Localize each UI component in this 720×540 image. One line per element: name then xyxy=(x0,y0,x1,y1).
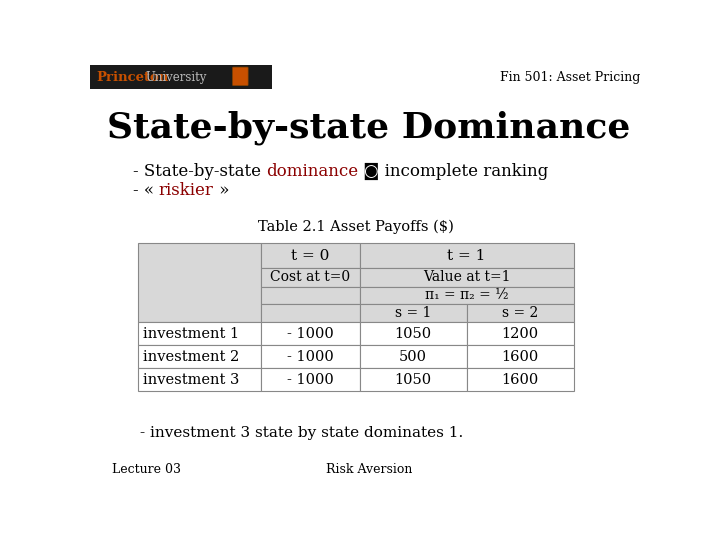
Text: »: » xyxy=(214,182,229,199)
Bar xyxy=(360,345,467,368)
Text: investment 3: investment 3 xyxy=(143,373,239,387)
Text: - State-by-state: - State-by-state xyxy=(132,163,266,180)
Bar xyxy=(360,303,467,322)
Bar xyxy=(261,368,360,392)
Bar xyxy=(90,65,272,90)
FancyBboxPatch shape xyxy=(233,67,248,85)
Bar xyxy=(360,287,574,303)
Text: University: University xyxy=(145,71,207,84)
Bar xyxy=(138,368,261,392)
Text: Fin 501: Asset Pricing: Fin 501: Asset Pricing xyxy=(500,71,640,84)
Bar xyxy=(360,268,574,287)
Text: t = 0: t = 0 xyxy=(291,249,329,263)
Text: Value at t=1: Value at t=1 xyxy=(423,271,510,285)
Bar xyxy=(467,368,574,392)
Bar xyxy=(261,303,360,322)
Text: investment 2: investment 2 xyxy=(143,349,239,363)
Text: s = 2: s = 2 xyxy=(502,306,539,320)
Bar xyxy=(360,368,467,392)
Bar xyxy=(261,322,360,345)
Bar xyxy=(467,345,574,368)
Bar xyxy=(138,345,261,368)
Text: 1050: 1050 xyxy=(395,373,432,387)
Bar xyxy=(138,244,261,322)
Text: ◙ incomplete ranking: ◙ incomplete ranking xyxy=(358,163,548,180)
Text: Cost at t=0: Cost at t=0 xyxy=(270,271,350,285)
Bar xyxy=(261,345,360,368)
Text: s = 1: s = 1 xyxy=(395,306,431,320)
Bar xyxy=(467,303,574,322)
Bar xyxy=(261,287,360,303)
Text: investment 1: investment 1 xyxy=(143,327,239,341)
Text: 1200: 1200 xyxy=(502,327,539,341)
Bar xyxy=(360,322,467,345)
Bar xyxy=(467,322,574,345)
Text: Lecture 03: Lecture 03 xyxy=(112,463,181,476)
Bar xyxy=(360,244,574,268)
Text: 1600: 1600 xyxy=(502,349,539,363)
Bar xyxy=(138,322,261,345)
Text: t = 1: t = 1 xyxy=(447,249,486,263)
Text: - 1000: - 1000 xyxy=(287,349,333,363)
Bar xyxy=(261,244,360,268)
Text: dominance: dominance xyxy=(266,163,358,180)
Text: - investment 3 state by state dominates 1.: - investment 3 state by state dominates … xyxy=(140,426,464,440)
Text: Table 2.1 Asset Payoffs ($): Table 2.1 Asset Payoffs ($) xyxy=(258,220,454,234)
Text: 1050: 1050 xyxy=(395,327,432,341)
Text: State-by-state Dominance: State-by-state Dominance xyxy=(107,111,631,145)
Text: - 1000: - 1000 xyxy=(287,373,333,387)
Text: - «: - « xyxy=(132,182,159,199)
Text: π₁ = π₂ = ½: π₁ = π₂ = ½ xyxy=(425,288,508,302)
Text: Risk Aversion: Risk Aversion xyxy=(326,463,412,476)
Text: Princeton: Princeton xyxy=(96,71,168,84)
Text: 500: 500 xyxy=(399,349,427,363)
Text: - 1000: - 1000 xyxy=(287,327,333,341)
Bar xyxy=(261,268,360,287)
Text: riskier: riskier xyxy=(159,182,214,199)
Text: 1600: 1600 xyxy=(502,373,539,387)
